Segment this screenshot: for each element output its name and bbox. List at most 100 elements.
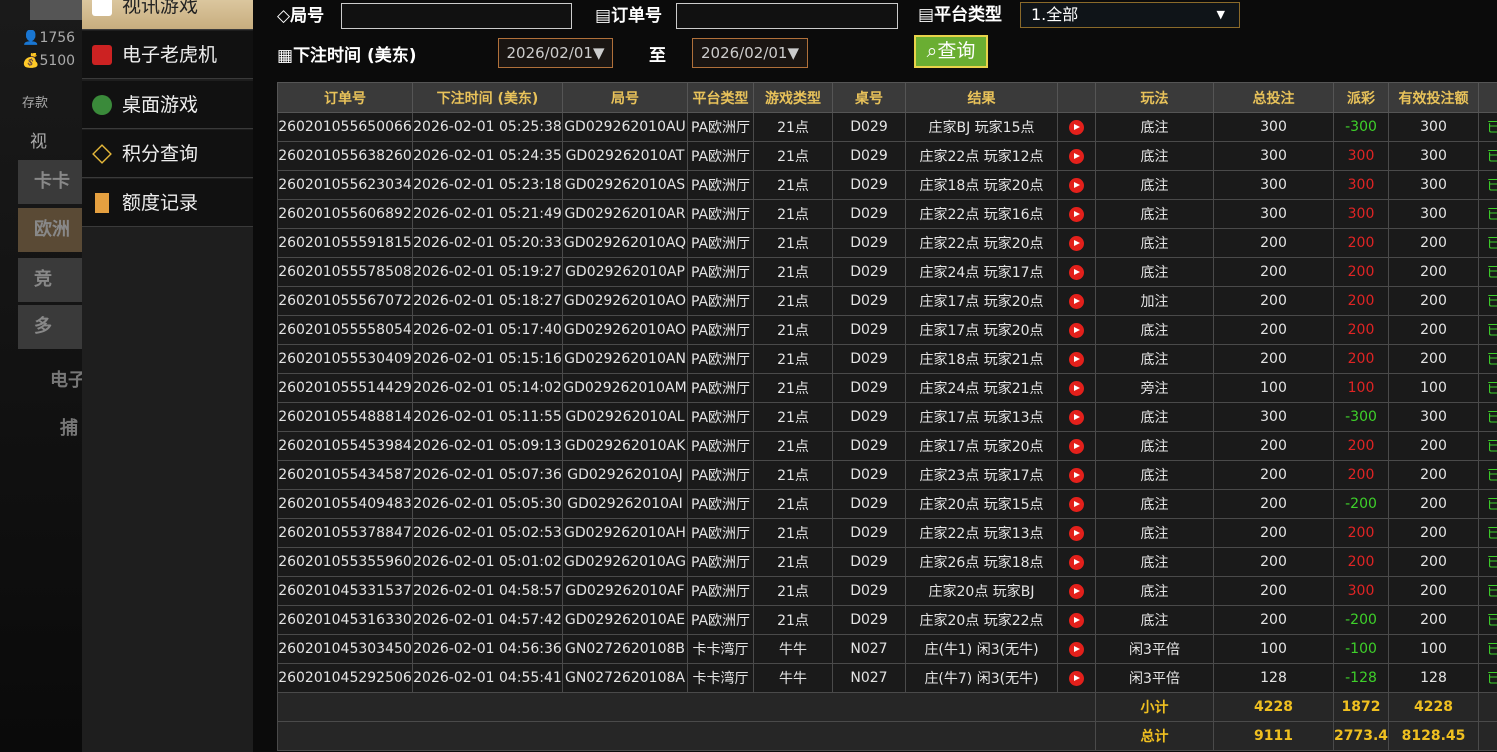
menu-item[interactable]: 电子老虎机 xyxy=(82,31,253,79)
table-cell: 200 xyxy=(1388,489,1479,519)
bg-label: 电子 xyxy=(50,370,86,391)
table-cell: 卡卡湾厅 xyxy=(687,634,754,664)
table-cell: PA欧洲厅 xyxy=(687,344,754,374)
menu-item[interactable]: 视讯游戏 xyxy=(82,0,253,30)
replay-button[interactable] xyxy=(1069,525,1084,541)
replay-cell xyxy=(1057,518,1096,548)
menu-item[interactable]: 积分查询 xyxy=(82,130,253,178)
platform-select[interactable]: 1.全部 ▼ xyxy=(1020,2,1240,28)
footer-value: 9111 xyxy=(1213,721,1334,751)
replay-button[interactable] xyxy=(1069,409,1084,425)
replay-button[interactable] xyxy=(1069,119,1084,135)
bg-tab: 多 xyxy=(18,305,82,349)
payout-cell: -200 xyxy=(1333,605,1389,635)
table-row: 260201045292506 2026-02-01 04:55:41 GN0272… xyxy=(277,663,1497,693)
table-cell: PA欧洲厅 xyxy=(687,257,754,287)
replay-button[interactable] xyxy=(1069,641,1084,657)
replay-button[interactable] xyxy=(1069,206,1084,222)
table-cell: D029 xyxy=(832,576,906,606)
replay-button[interactable] xyxy=(1069,264,1084,280)
replay-button[interactable] xyxy=(1069,670,1084,686)
replay-button[interactable] xyxy=(1069,322,1084,338)
table-cell: PA欧洲厅 xyxy=(687,402,754,432)
table-cell: 200 xyxy=(1388,344,1479,374)
table-cell: 庄家26点 玩家18点 xyxy=(905,547,1058,577)
table-cell: 21点 xyxy=(753,112,833,142)
replay-button[interactable] xyxy=(1069,612,1084,628)
table-row: 260201055638260 2026-02-01 05:24:35 GD0292… xyxy=(277,141,1497,171)
table-cell: 已 xyxy=(1478,286,1497,316)
column-header: 订单号 xyxy=(277,82,413,113)
replay-button[interactable] xyxy=(1069,583,1084,599)
date-to[interactable]: 2026/02/01▼ xyxy=(692,38,808,68)
table-cell: 260201055591815 xyxy=(277,228,413,258)
table-cell: 21点 xyxy=(753,141,833,171)
column-header: 下注时间 (美东) xyxy=(412,82,563,113)
order-input[interactable] xyxy=(676,3,898,29)
replay-cell xyxy=(1057,199,1096,229)
replay-button[interactable] xyxy=(1069,235,1084,251)
menu-item[interactable]: 额度记录 xyxy=(82,179,253,227)
table-cell: 闲3平倍 xyxy=(1095,634,1214,664)
replay-button[interactable] xyxy=(1069,380,1084,396)
table-row: 260201055558054 2026-02-01 05:17:40 GD0292… xyxy=(277,315,1497,345)
table-cell: 260201045316330 xyxy=(277,605,413,635)
balance: 💰5100 xyxy=(22,53,76,69)
table-cell: GN0272620108A xyxy=(562,663,688,693)
table-cell: 底注 xyxy=(1095,489,1214,519)
payout-cell: 100 xyxy=(1333,373,1389,403)
replay-cell xyxy=(1057,228,1096,258)
table-cell: 300 xyxy=(1388,199,1479,229)
replay-button[interactable] xyxy=(1069,438,1084,454)
replay-button[interactable] xyxy=(1069,177,1084,193)
table-cell: PA欧洲厅 xyxy=(687,141,754,171)
replay-button[interactable] xyxy=(1069,148,1084,164)
replay-button[interactable] xyxy=(1069,496,1084,512)
table-cell: GD029262010AH xyxy=(562,518,688,548)
filter-label-text: 下注时间 (美东) xyxy=(293,46,417,66)
table-cell: D029 xyxy=(832,547,906,577)
table-cell: 2026-02-01 05:19:27 xyxy=(412,257,563,287)
replay-button[interactable] xyxy=(1069,467,1084,483)
filter-label: ▤订单号 xyxy=(595,6,663,26)
table-cell: 已 xyxy=(1478,228,1497,258)
table-cell: 128 xyxy=(1388,663,1479,693)
table-cell: 2026-02-01 04:56:36 xyxy=(412,634,563,664)
table-cell: GD029262010AT xyxy=(562,141,688,171)
table-cell: 260201055638260 xyxy=(277,141,413,171)
table-cell: PA欧洲厅 xyxy=(687,112,754,142)
table-cell: GD029262010AF xyxy=(562,576,688,606)
bg-tab: 欧洲 xyxy=(18,208,82,252)
button-text: 查询 xyxy=(937,40,976,62)
query-button[interactable]: ⌕查询 xyxy=(914,35,988,68)
date-from[interactable]: 2026/02/01▼ xyxy=(498,38,613,68)
table-cell: 200 xyxy=(1388,605,1479,635)
replay-cell xyxy=(1057,605,1096,635)
table-cell: 2026-02-01 05:14:02 xyxy=(412,373,563,403)
table-cell: D029 xyxy=(832,257,906,287)
table-cell: 旁注 xyxy=(1095,373,1214,403)
table-cell: 260201055434587 xyxy=(277,460,413,490)
payout-cell: 200 xyxy=(1333,315,1389,345)
replay-button[interactable] xyxy=(1069,293,1084,309)
header-row: 订单号 下注时间 (美东) 局号 平台类型 游戏类型 桌号 结果 玩法 总投注 派彩 有效投注额 xyxy=(277,82,1497,113)
menu-icon xyxy=(92,0,112,16)
replay-button[interactable] xyxy=(1069,554,1084,570)
table-cell: N027 xyxy=(832,663,906,693)
menu-item[interactable]: 桌面游戏 xyxy=(82,81,253,129)
table-cell: 200 xyxy=(1388,547,1479,577)
replay-cell xyxy=(1057,634,1096,664)
table-cell: 21点 xyxy=(753,431,833,461)
table-cell xyxy=(1478,692,1497,722)
payout-cell: 300 xyxy=(1333,141,1389,171)
payout-cell: 200 xyxy=(1333,228,1389,258)
menu-icon xyxy=(92,144,112,164)
replay-cell xyxy=(1057,460,1096,490)
table-cell: 21点 xyxy=(753,547,833,577)
menu-text: 积分查询 xyxy=(122,143,199,165)
replay-button[interactable] xyxy=(1069,351,1084,367)
replay-cell xyxy=(1057,663,1096,693)
filter-label-text: 订单号 xyxy=(611,6,663,26)
table-cell: 庄家20点 玩家BJ xyxy=(905,576,1058,606)
round-input[interactable] xyxy=(341,3,572,29)
